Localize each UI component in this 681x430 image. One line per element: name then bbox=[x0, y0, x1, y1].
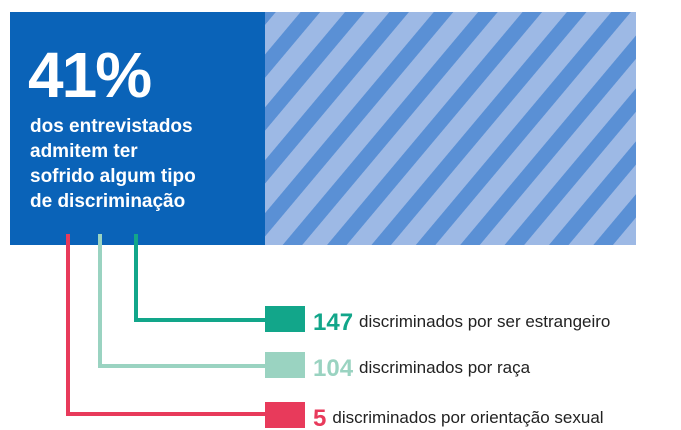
headline-box bbox=[10, 12, 265, 245]
item-label: discriminados por raça bbox=[359, 358, 531, 377]
color-square bbox=[265, 306, 305, 332]
description-line: de discriminação bbox=[30, 191, 185, 212]
color-square bbox=[265, 352, 305, 378]
description-line: admitem ter bbox=[30, 141, 138, 162]
item-label: discriminados por orientação sexual bbox=[332, 408, 603, 427]
striped-area bbox=[265, 12, 636, 245]
item-number: 147 bbox=[313, 309, 353, 336]
connector-line bbox=[134, 234, 265, 322]
connector-line bbox=[98, 234, 265, 368]
description-line: sofrido algum tipo bbox=[30, 166, 196, 187]
item-number: 104 bbox=[313, 355, 354, 382]
connector-line bbox=[66, 234, 265, 416]
item-number: 5 bbox=[313, 405, 326, 430]
item-label: discriminados por ser estrangeiro bbox=[359, 312, 610, 331]
description-line: dos entrevistados bbox=[30, 116, 193, 137]
color-square bbox=[265, 402, 305, 428]
headline: 41% bbox=[28, 39, 151, 111]
